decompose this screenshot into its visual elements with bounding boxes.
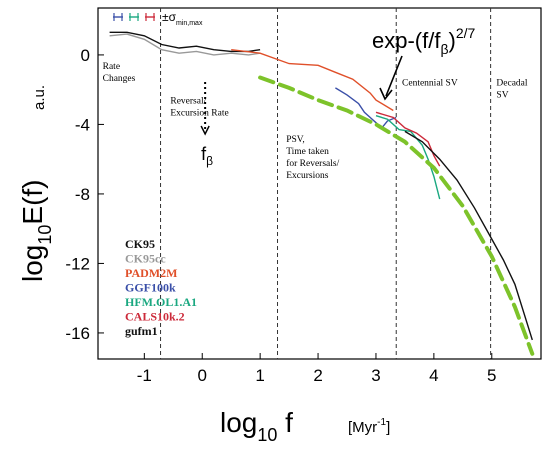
x-tick-label: 5 xyxy=(487,366,496,385)
legend-entry: CK95 xyxy=(125,237,155,251)
x-tick-label: 3 xyxy=(371,366,380,385)
y-tick-label: -8 xyxy=(75,185,90,204)
legend-entry: CALS10k.2 xyxy=(125,310,185,324)
f-beta-arrowhead xyxy=(200,125,210,136)
series-line-gufm1 xyxy=(404,130,533,341)
y-axis-unit: a.u. xyxy=(31,85,48,110)
x-tick-label: 1 xyxy=(255,366,264,385)
legend-entry: CK95cc xyxy=(125,252,166,266)
legend-entry: gufm1 xyxy=(125,324,158,338)
x-tick-label: 2 xyxy=(313,366,322,385)
y-tick-label: 0 xyxy=(81,46,90,65)
y-tick-label: -12 xyxy=(65,254,90,273)
region-label: Reversal/Excursion Rate xyxy=(170,97,228,119)
series-line-cals10k-2 xyxy=(375,111,441,167)
x-tick-label: -1 xyxy=(137,366,152,385)
region-label: PSV, Time taken for Reversals/Excursions xyxy=(286,135,339,181)
legend-entry: PADM2M xyxy=(125,266,177,280)
series-line-ck95cc xyxy=(109,33,261,56)
series-line-padm2m xyxy=(231,49,394,112)
y-axis-label: log10E(f) xyxy=(17,179,55,282)
x-tick-label: 4 xyxy=(429,366,438,385)
legend-entry: HFM.OL1.A1 xyxy=(125,295,197,309)
x-axis-label: log10 f xyxy=(220,407,293,445)
region-label: Decadal SV xyxy=(496,78,527,100)
fit-curve-line xyxy=(258,75,535,356)
fit-label-arrowhead xyxy=(379,87,393,101)
y-tick-label: -16 xyxy=(65,324,90,343)
y-tick-label: -4 xyxy=(75,115,90,134)
region-label: Rate Changes xyxy=(103,62,136,84)
x-axis-unit: [Myr-1] xyxy=(348,417,390,436)
series-line-ggf100k xyxy=(335,87,397,129)
x-tick-label: 0 xyxy=(198,366,207,385)
region-label: Centennial SV xyxy=(402,78,458,88)
fit-label-arrow xyxy=(385,55,403,97)
plot-area: -1 0 1 2 3 4 5 0 -4 -8 -12 -16 xyxy=(65,7,542,385)
legend-entry: GGF100k xyxy=(125,281,176,295)
